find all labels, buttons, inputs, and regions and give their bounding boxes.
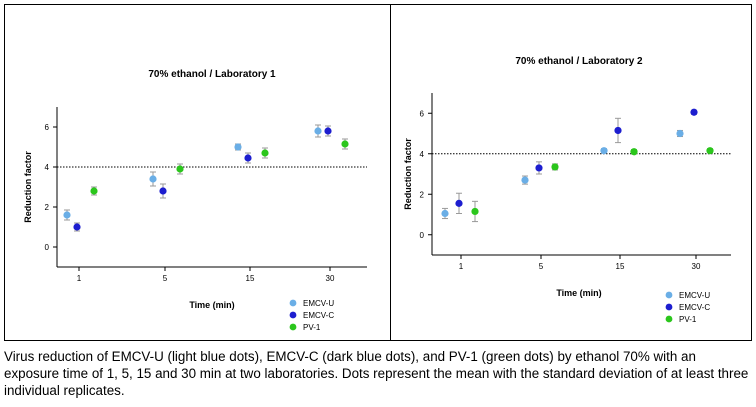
y-tick-label: 0 xyxy=(420,231,425,240)
legend-label: EMCV-C xyxy=(303,311,334,320)
legend-label: PV-1 xyxy=(303,323,321,332)
data-point-emcv-u xyxy=(149,175,157,183)
legend-marker-emcv-c xyxy=(665,303,673,311)
y-tick-label: 6 xyxy=(420,109,425,118)
data-point-pv-1 xyxy=(471,207,479,216)
data-point-emcv-u xyxy=(234,143,242,151)
figure-panel: 70% ethanol / Laboratory 1 0 2 4 6 1 5 15 30 Time… xyxy=(4,4,752,341)
x-tick-label: 15 xyxy=(616,262,625,271)
legend-label: EMCV-C xyxy=(679,303,710,312)
data-point-pv-1 xyxy=(630,148,638,156)
data-point-pv-1 xyxy=(706,147,714,155)
data-point-emcv-u xyxy=(441,209,449,218)
x-tick-label: 5 xyxy=(539,262,544,271)
data-point-emcv-c xyxy=(73,223,81,231)
y-axis-label: Reduction factor xyxy=(23,151,33,223)
data-point-emcv-c xyxy=(159,187,167,195)
y-tick-label: 2 xyxy=(45,203,50,212)
data-point-pv-1 xyxy=(261,149,269,157)
data-point-emcv-u xyxy=(676,129,684,138)
x-tick-label: 1 xyxy=(459,262,464,271)
data-point-emcv-c xyxy=(455,199,463,207)
legend-marker-pv-1 xyxy=(665,315,673,323)
y-tick-label: 4 xyxy=(420,150,425,159)
y-tick-label: 0 xyxy=(45,243,50,252)
panel-divider xyxy=(390,5,391,340)
legend-marker-pv-1 xyxy=(289,323,297,331)
data-point-emcv-u xyxy=(600,147,608,155)
data-point-emcv-c xyxy=(324,127,332,135)
data-point-emcv-u xyxy=(521,176,529,184)
data-point-pv-1 xyxy=(176,165,184,173)
x-axis-label: Time (min) xyxy=(556,288,601,298)
x-tick-label: 30 xyxy=(326,274,335,283)
legend-label: EMCV-U xyxy=(303,299,334,308)
x-tick-label: 5 xyxy=(163,274,168,283)
x-tick-label: 15 xyxy=(246,274,255,283)
data-point-emcv-c xyxy=(690,108,698,116)
chart-title: 70% ethanol / Laboratory 2 xyxy=(515,56,643,67)
y-axis-label: Reduction factor xyxy=(403,138,413,210)
data-point-emcv-u xyxy=(63,211,71,219)
chart-title: 70% ethanol / Laboratory 1 xyxy=(148,69,276,80)
x-tick-label: 1 xyxy=(77,274,82,283)
legend-marker-emcv-c xyxy=(289,311,297,319)
x-tick-label: 30 xyxy=(692,262,701,271)
y-tick-label: 6 xyxy=(45,123,50,132)
data-point-emcv-c xyxy=(535,164,543,172)
y-tick-label: 2 xyxy=(420,190,425,199)
data-point-emcv-c xyxy=(614,126,622,135)
data-point-pv-1 xyxy=(90,187,98,195)
data-point-emcv-u xyxy=(314,127,322,135)
x-axis-label: Time (min) xyxy=(189,300,234,310)
legend-label: EMCV-U xyxy=(679,291,710,300)
figure-caption: Virus reduction of EMCV-U (light blue do… xyxy=(4,349,749,398)
data-point-pv-1 xyxy=(341,140,349,148)
data-point-pv-1 xyxy=(551,163,559,171)
legend-marker-emcv-u xyxy=(289,299,297,307)
legend-marker-emcv-u xyxy=(665,291,673,299)
legend-label: PV-1 xyxy=(679,315,697,324)
y-tick-label: 4 xyxy=(45,163,50,172)
data-point-emcv-c xyxy=(244,154,252,162)
